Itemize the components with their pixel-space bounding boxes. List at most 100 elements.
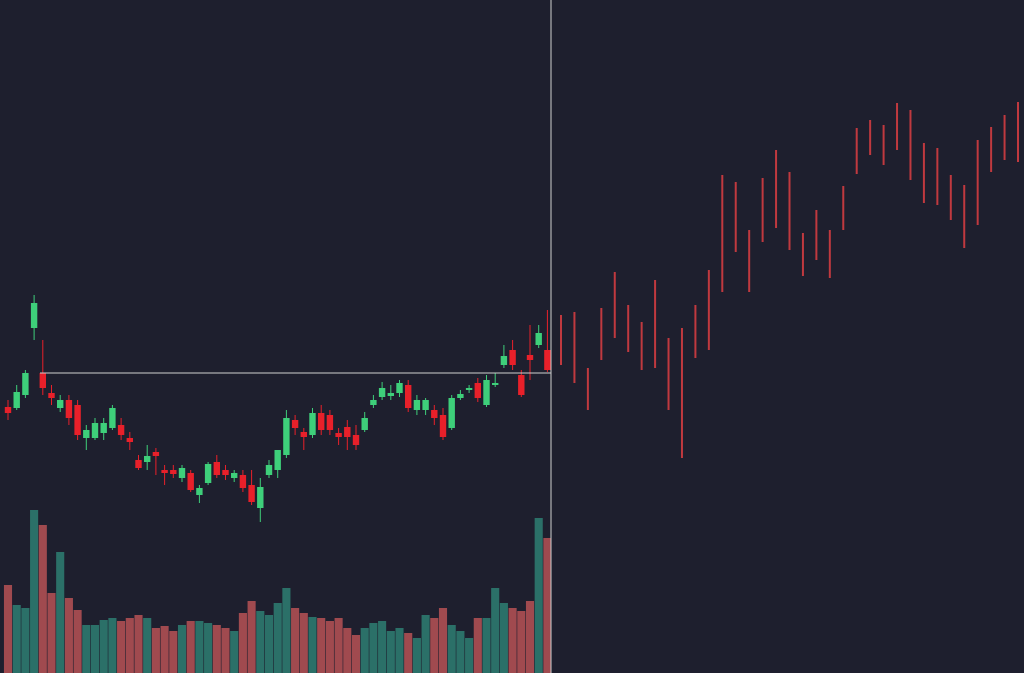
candle-body	[91, 423, 99, 438]
candle-body	[457, 394, 464, 398]
candle-body	[274, 450, 281, 470]
volume-bar	[125, 618, 134, 673]
candle-body	[213, 462, 220, 475]
candle-body	[344, 427, 351, 437]
volume-bar	[525, 601, 535, 673]
candle-body	[178, 468, 186, 478]
volume-bar	[465, 638, 474, 673]
volume-bar	[343, 628, 352, 673]
candle-body	[126, 438, 133, 442]
volume-bar	[369, 623, 378, 673]
volume-bar	[447, 625, 456, 673]
candle-body	[187, 473, 194, 490]
volume-bar	[12, 605, 21, 673]
candle-body	[83, 430, 90, 438]
volume-bar	[482, 618, 491, 673]
volume-bar	[212, 625, 221, 673]
candle-body	[544, 350, 551, 370]
volume-bar	[508, 608, 517, 673]
volume-bar	[108, 618, 117, 673]
candle-body	[170, 470, 177, 474]
candle-body	[265, 465, 273, 475]
volume-bar	[412, 638, 421, 673]
volume-bar	[360, 628, 369, 673]
volume-bar	[299, 613, 308, 673]
volume-bar	[134, 615, 143, 673]
candle-body	[13, 392, 20, 408]
volume-bar	[64, 598, 73, 673]
volume-bar	[195, 621, 204, 673]
volume-bar	[404, 633, 413, 673]
candle-body	[422, 400, 429, 410]
volume-bar	[82, 625, 91, 673]
volume-bar	[47, 593, 56, 673]
volume-pane	[3, 510, 552, 673]
volume-bar	[517, 611, 526, 673]
volume-bar	[151, 628, 160, 673]
candle-body	[448, 398, 455, 428]
volume-bar	[38, 525, 47, 673]
volume-bar	[143, 618, 152, 673]
volume-bar	[30, 510, 39, 673]
volume-bar	[543, 538, 552, 673]
volume-bar	[308, 617, 317, 673]
candle-body	[22, 373, 29, 395]
volume-bar	[395, 628, 404, 673]
candle-body	[231, 473, 238, 478]
volume-bar	[230, 631, 239, 673]
candle-body	[431, 410, 438, 418]
candle-body	[396, 383, 403, 393]
volume-bar	[56, 552, 65, 673]
volume-bar	[499, 603, 508, 673]
candle-body	[144, 456, 151, 462]
candle-body	[30, 303, 38, 328]
candle-body	[74, 405, 81, 435]
candle-body	[509, 350, 516, 365]
candle-body	[248, 485, 255, 502]
candle-body	[318, 413, 325, 430]
volume-bar	[456, 631, 465, 673]
candle-body	[57, 400, 64, 408]
candle-body	[405, 385, 412, 408]
candle-body	[239, 475, 247, 488]
volume-bar	[351, 635, 361, 673]
volume-bar	[325, 621, 334, 673]
candle-body	[48, 393, 55, 398]
candle-body	[109, 408, 116, 428]
volume-bar	[247, 601, 256, 673]
candle-body	[378, 388, 386, 397]
candle-body	[283, 418, 290, 455]
candle-body	[361, 418, 368, 430]
candle-body	[204, 464, 212, 483]
candle-body	[326, 415, 334, 430]
volume-bar	[186, 621, 195, 673]
candle-body	[39, 373, 46, 388]
candle-body	[196, 488, 203, 495]
candle-body	[65, 400, 73, 418]
volume-bar	[438, 608, 448, 673]
candle-body	[387, 393, 394, 396]
candle-body	[370, 400, 377, 405]
volume-bar	[177, 625, 187, 673]
volume-bar	[378, 621, 387, 673]
volume-bar	[273, 603, 282, 673]
volume-bar	[334, 618, 343, 673]
volume-bar	[117, 621, 126, 673]
candle-body	[152, 452, 160, 456]
candle-body	[161, 470, 168, 473]
volume-bar	[169, 631, 178, 673]
candle-body	[100, 423, 107, 433]
price-pane	[4, 295, 551, 522]
volume-bar	[282, 588, 291, 673]
volume-bar	[430, 618, 439, 673]
candle-body	[291, 420, 299, 428]
candle-body	[309, 413, 316, 435]
volume-bar	[204, 623, 213, 673]
candle-body	[117, 425, 125, 435]
candle-body	[535, 333, 542, 345]
volume-bar	[421, 615, 430, 673]
candle-body	[492, 383, 499, 385]
volume-bar	[256, 611, 265, 673]
